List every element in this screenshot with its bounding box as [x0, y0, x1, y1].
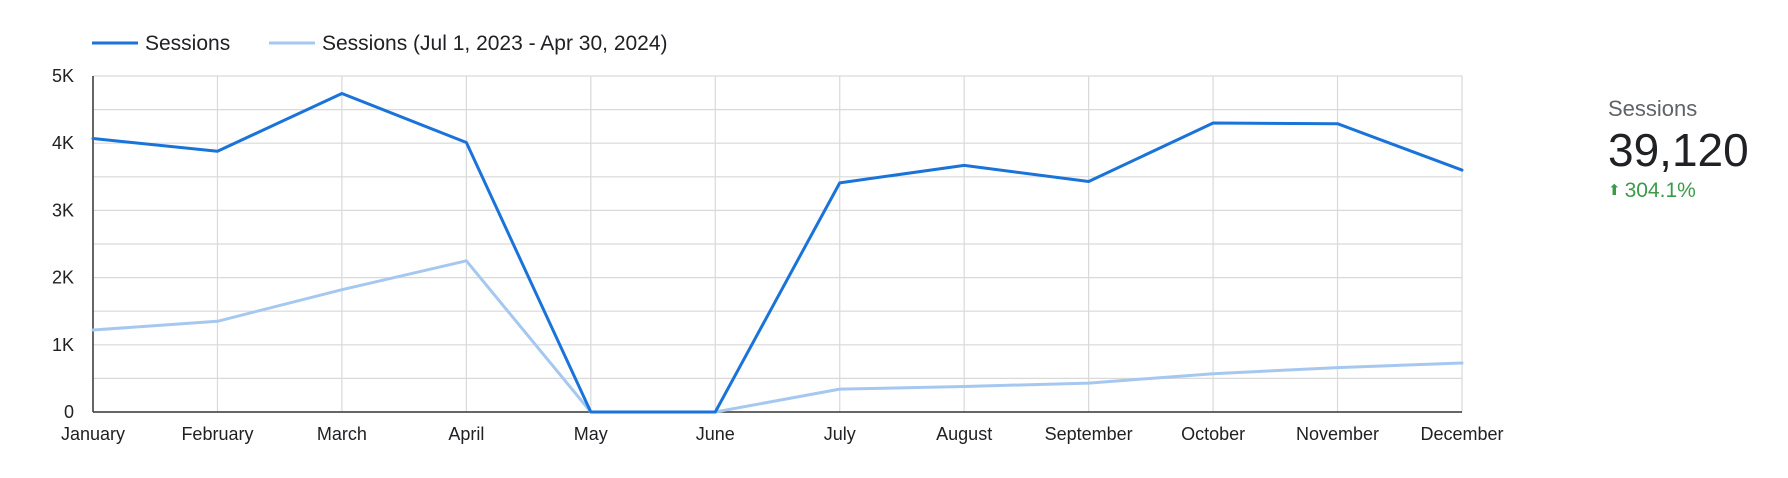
x-tick-label: August: [936, 424, 992, 444]
x-tick-label: November: [1296, 424, 1379, 444]
scorecard-value: 39,120: [1608, 124, 1749, 176]
x-axis-tick-labels: January February March April May June July Augu…: [61, 424, 1504, 444]
x-tick-label: March: [317, 424, 367, 444]
data-point-sessions-previous[interactable]: [960, 382, 968, 390]
scorecard-delta: ⬆ 304.1%: [1608, 178, 1778, 204]
legend-item-sessions-previous[interactable]: Sessions (Jul 1, 2023 - Apr 30, 2024): [269, 32, 668, 55]
axes: [92, 76, 1462, 413]
x-tick-label: January: [61, 424, 125, 444]
data-point-sessions[interactable]: [1085, 178, 1093, 186]
y-tick-label: 2K: [52, 268, 74, 288]
grid: [93, 75, 1463, 412]
data-point-sessions[interactable]: [711, 408, 719, 416]
x-tick-label: October: [1181, 424, 1245, 444]
y-tick-label: 1K: [52, 335, 74, 355]
x-tick-label: May: [574, 424, 608, 444]
series-line-sessions[interactable]: [91, 91, 1464, 414]
data-point-sessions-previous[interactable]: [1209, 370, 1217, 378]
data-point-sessions-previous[interactable]: [1085, 379, 1093, 387]
data-point-sessions[interactable]: [836, 179, 844, 187]
y-axis-tick-labels: 0 1K 2K 3K 4K 5K: [52, 66, 74, 422]
x-tick-label: June: [696, 424, 735, 444]
data-point-sessions-previous[interactable]: [89, 326, 97, 334]
data-point-sessions[interactable]: [1209, 119, 1217, 127]
data-point-sessions[interactable]: [213, 147, 221, 155]
data-point-sessions[interactable]: [89, 134, 97, 142]
x-tick-label: July: [824, 424, 856, 444]
data-point-sessions[interactable]: [338, 89, 346, 97]
data-point-sessions-previous[interactable]: [462, 257, 470, 265]
series: [89, 89, 1466, 416]
x-tick-label: December: [1420, 424, 1503, 444]
data-point-sessions[interactable]: [1334, 120, 1342, 128]
y-tick-label: 3K: [52, 200, 74, 220]
data-point-sessions[interactable]: [462, 139, 470, 147]
x-tick-label: September: [1045, 424, 1133, 444]
data-point-sessions-previous[interactable]: [213, 317, 221, 325]
data-point-sessions-previous[interactable]: [338, 286, 346, 294]
legend-label-sessions: Sessions: [145, 32, 230, 55]
arrow-up-icon: ⬆: [1608, 182, 1621, 199]
legend: Sessions Sessions (Jul 1, 2023 - Apr 30,…: [92, 32, 668, 55]
data-point-sessions[interactable]: [1458, 166, 1466, 174]
scorecard-delta-value: 304.1%: [1624, 179, 1696, 202]
data-point-sessions-previous[interactable]: [836, 385, 844, 393]
data-point-sessions-previous[interactable]: [1334, 364, 1342, 372]
scorecard-label: Sessions: [1608, 96, 1698, 121]
y-tick-label: 0: [64, 402, 74, 422]
legend-label-sessions-previous: Sessions (Jul 1, 2023 - Apr 30, 2024): [322, 32, 668, 55]
sessions-scorecard[interactable]: Sessions 39,120 ⬆ 304.1%: [1608, 96, 1778, 204]
data-point-sessions[interactable]: [960, 161, 968, 169]
y-tick-label: 5K: [52, 66, 74, 86]
series-line-sessions-previous[interactable]: [91, 259, 1464, 414]
legend-item-sessions[interactable]: Sessions: [92, 32, 230, 55]
y-tick-label: 4K: [52, 133, 74, 153]
sessions-line-chart: Sessions Sessions (Jul 1, 2023 - Apr 30,…: [52, 32, 1504, 444]
data-point-sessions-previous[interactable]: [1458, 359, 1466, 367]
x-tick-label: February: [181, 424, 253, 444]
x-tick-label: April: [448, 424, 484, 444]
data-point-sessions[interactable]: [587, 408, 595, 416]
